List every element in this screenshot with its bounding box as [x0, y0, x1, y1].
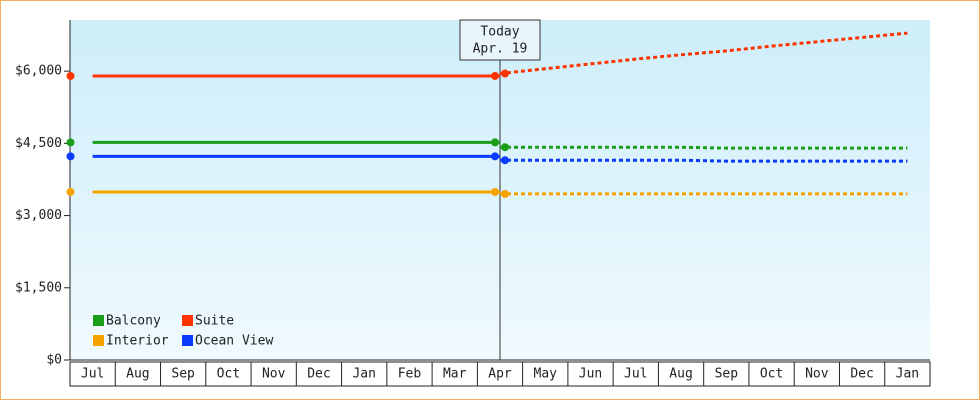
x-tick-label: Apr — [488, 367, 512, 382]
legend-label: Suite — [195, 314, 234, 329]
legend-label: Balcony — [106, 314, 161, 329]
point — [66, 71, 75, 80]
point — [491, 138, 499, 147]
x-tick-label: Aug — [669, 367, 692, 382]
point — [491, 71, 499, 80]
x-tick-label: Aug — [126, 367, 149, 382]
point — [501, 69, 509, 78]
x-tick-label: Jul — [624, 367, 647, 382]
point — [501, 156, 509, 165]
x-tick-label: Jun — [579, 367, 602, 382]
point — [501, 189, 509, 198]
point — [66, 152, 75, 161]
x-tick-label: Oct — [217, 367, 240, 382]
y-tick-label: $6,000 — [15, 64, 62, 79]
today-label: Today — [480, 25, 519, 40]
x-tick-label: Jul — [81, 367, 104, 382]
x-tick-label: Dec — [307, 367, 330, 382]
x-tick-label: Oct — [760, 367, 783, 382]
y-tick-label: $4,500 — [15, 136, 62, 151]
today-date: Apr. 19 — [473, 42, 528, 57]
x-tick-label: Sep — [171, 367, 195, 382]
y-tick-label: $1,500 — [15, 280, 62, 295]
x-tick-label: Nov — [262, 367, 286, 382]
x-tick-label: Sep — [715, 367, 739, 382]
point — [66, 138, 75, 147]
today-box — [459, 19, 541, 61]
point — [66, 187, 75, 196]
x-tick-label: May — [534, 367, 558, 382]
y-tick-label: $0 — [46, 353, 62, 368]
legend-swatch — [93, 315, 104, 326]
y-tick-label: $3,000 — [15, 208, 62, 223]
x-tick-label: Mar — [443, 367, 467, 382]
legend-swatch — [182, 335, 193, 346]
legend-swatch — [182, 315, 193, 326]
point — [491, 187, 499, 196]
point — [491, 152, 499, 161]
forecast-line — [500, 158, 908, 163]
point — [501, 143, 509, 152]
x-tick-label: Jan — [352, 367, 375, 382]
legend-swatch — [93, 335, 104, 346]
forecast-line — [500, 145, 908, 150]
forecast-line — [499, 31, 908, 76]
x-tick-label: Feb — [398, 367, 422, 382]
x-tick-label: Nov — [805, 367, 829, 382]
legend-label: Ocean View — [195, 334, 273, 349]
x-tick-label: Jan — [896, 367, 919, 382]
x-tick-label: Dec — [850, 367, 873, 382]
legend-label: Interior — [106, 334, 169, 349]
x-axis-box — [69, 361, 931, 387]
